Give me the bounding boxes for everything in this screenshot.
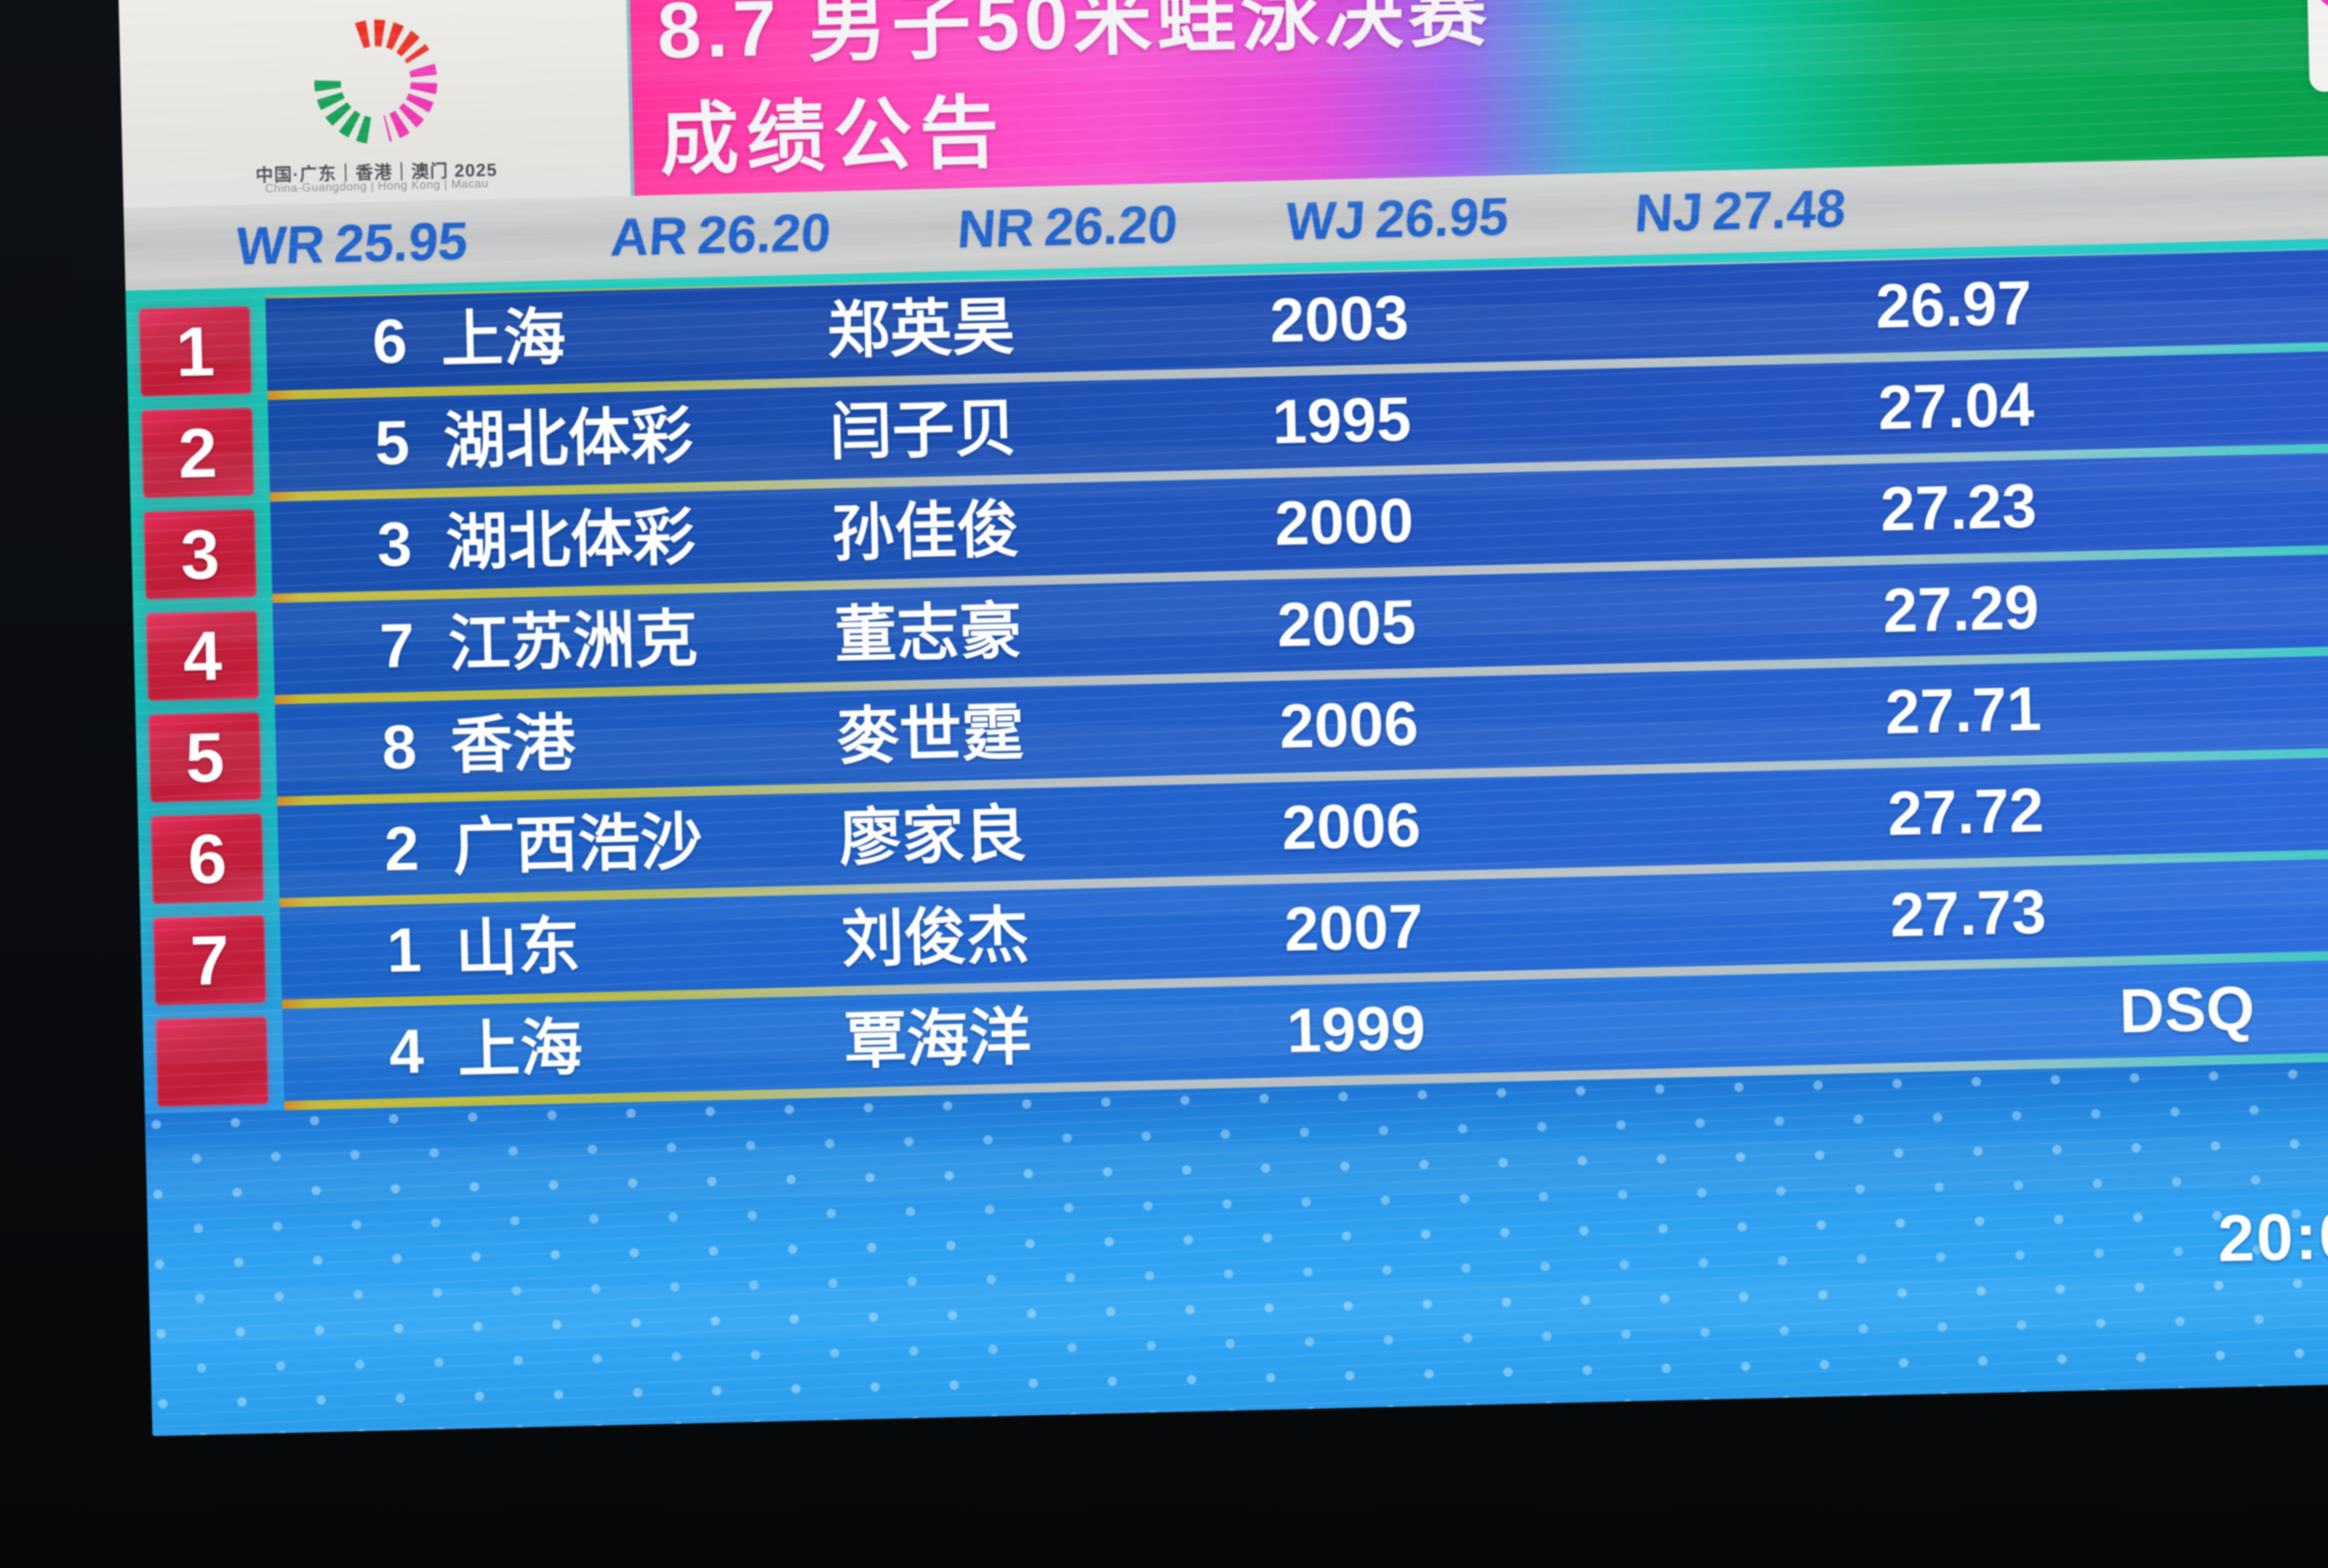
result-time: 27.29 [1882, 572, 2040, 646]
rank-badge: 5 [148, 712, 262, 803]
games-logo-panel: 中国·广东｜香港｜澳门 2025 China-Guangdong | Hong … [118, 0, 635, 208]
led-scoreboard-screen: 8.7 男子50米蛙泳决赛 成绩公告 中国·广东｜香港｜澳门 2025 Chin… [118, 0, 2328, 1436]
rank-badge: 1 [139, 306, 252, 397]
birth-year: 2003 [1269, 283, 1410, 356]
athlete-name: 刘俊杰 [840, 901, 1030, 975]
clock: 20:03:28 [2217, 1195, 2328, 1276]
rank-number [156, 1017, 268, 1107]
breaststroke-swimmer-icon [2319, 0, 2328, 15]
birth-year: 1999 [1286, 993, 1427, 1066]
lane-number: 1 [386, 915, 422, 986]
record-label: AR [609, 206, 690, 267]
results-subtitle: 成绩公告 [658, 88, 1008, 185]
lane-number: 6 [372, 306, 408, 377]
team-name: 上海 [440, 303, 567, 375]
team-name: 广西浩沙 [452, 807, 704, 883]
swimming-pictogram-panel [2306, 0, 2328, 92]
record-value: 26.20 [1042, 195, 1179, 257]
record-WR: WR 25.95 [234, 200, 470, 288]
record-label: WR [234, 215, 327, 276]
birth-year: 2005 [1276, 587, 1417, 660]
result-time: 26.97 [1875, 268, 2033, 341]
athlete-name: 孙佳俊 [831, 495, 1020, 569]
result-time: 27.23 [1880, 471, 2037, 544]
lane-number: 3 [376, 509, 413, 580]
rank-badge [156, 1016, 269, 1107]
team-name: 上海 [457, 1013, 583, 1086]
rank-badge: 2 [141, 408, 254, 498]
rank-number: 4 [182, 616, 223, 696]
result-time: 27.72 [1887, 775, 2045, 849]
lane-number: 7 [379, 611, 415, 681]
birth-year: 1995 [1271, 384, 1412, 457]
lane-number: 2 [383, 813, 420, 884]
rank-number: 3 [180, 514, 221, 594]
athlete-name: 郑英昊 [826, 292, 1015, 366]
rank-badge: 7 [153, 915, 266, 1006]
lane-number: 5 [374, 408, 411, 478]
rank-badge: 6 [151, 813, 264, 904]
athlete-name: 廖家良 [838, 799, 1028, 873]
team-name: 山东 [454, 911, 581, 984]
team-name: 香港 [449, 708, 576, 781]
record-label: NJ [1633, 182, 1705, 243]
lane-number: 8 [381, 712, 418, 783]
result-time: 27.73 [1889, 877, 2047, 950]
record-NJ: NJ 27.48 [1632, 167, 1848, 255]
result-time: 27.71 [1884, 674, 2043, 747]
header-titles: 8.7 男子50米蛙泳决赛 成绩公告 [656, 0, 1495, 185]
result-time: 27.04 [1877, 369, 2035, 443]
team-name: 江苏洲克 [447, 604, 699, 680]
event-title: 8.7 男子50米蛙泳决赛 [656, 0, 1493, 75]
record-label: WJ [1284, 190, 1367, 251]
rank-badge: 3 [143, 509, 257, 600]
birth-year: 2006 [1279, 689, 1419, 762]
games-emblem-icon [314, 20, 438, 144]
athlete-name: 董志豪 [833, 596, 1022, 670]
record-value: 25.95 [333, 211, 470, 274]
rank-number: 7 [189, 920, 230, 1000]
footer-area: 20:03:28 [145, 1057, 2328, 1436]
athlete-name: 覃海洋 [843, 1002, 1032, 1076]
lane-number: 4 [388, 1016, 425, 1087]
header-banner: 8.7 男子50米蛙泳决赛 成绩公告 中国·广东｜香港｜澳门 2025 Chin… [118, 0, 2328, 208]
record-AR: AR 26.20 [608, 191, 833, 279]
team-name: 湖北体彩 [445, 502, 697, 578]
rank-badge: 4 [146, 610, 259, 701]
birth-year: 2006 [1281, 790, 1422, 863]
result-time: DSQ [2118, 973, 2255, 1046]
athlete-name: 闫子贝 [829, 393, 1018, 467]
rank-number: 2 [177, 413, 218, 493]
birth-year: 2000 [1274, 486, 1414, 559]
record-value: 27.48 [1711, 179, 1848, 242]
rank-number: 6 [187, 819, 228, 899]
birth-year: 2007 [1283, 892, 1424, 965]
record-value: 26.95 [1374, 187, 1510, 250]
rank-number: 1 [175, 311, 216, 391]
athlete-name: 麥世霆 [836, 698, 1025, 772]
record-NR: NR 26.20 [955, 183, 1180, 271]
team-name: 湖北体彩 [442, 401, 694, 477]
rank-number: 5 [184, 717, 225, 797]
record-value: 26.20 [696, 203, 832, 265]
record-label: NR [955, 198, 1036, 259]
record-WJ: WJ 26.95 [1283, 175, 1511, 264]
